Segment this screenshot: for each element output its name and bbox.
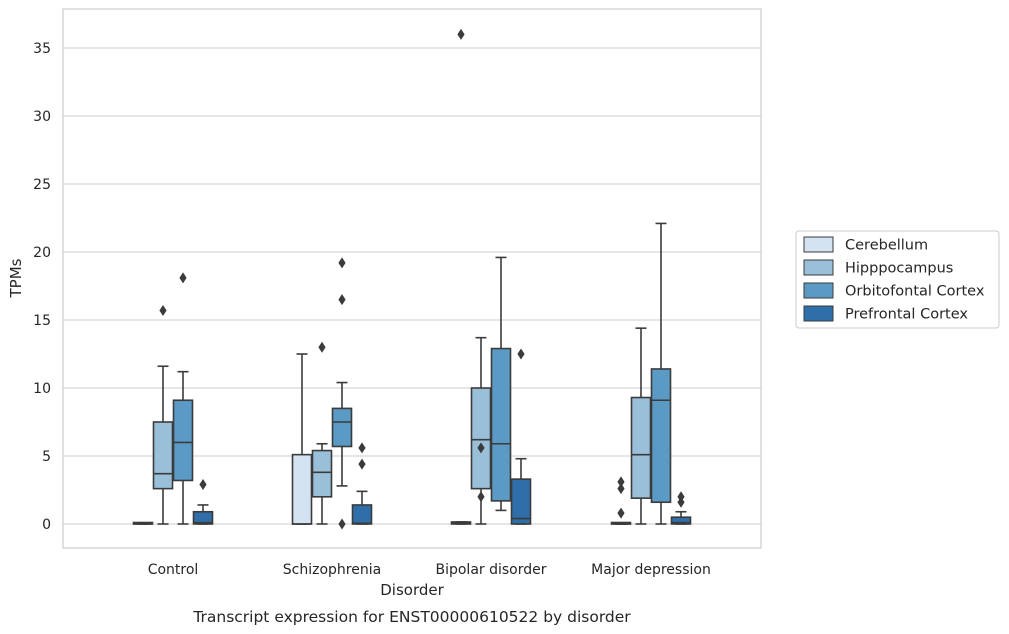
y-tick-label-10: 10 bbox=[33, 381, 51, 397]
box-3-2 bbox=[331, 257, 353, 530]
outlier-point bbox=[338, 518, 346, 530]
y-tick-label-20: 20 bbox=[33, 245, 51, 261]
box-plot-marks bbox=[132, 28, 692, 530]
outlier-point bbox=[617, 507, 625, 519]
box-2-4 bbox=[630, 327, 652, 525]
y-tick-label-25: 25 bbox=[33, 177, 51, 193]
plot-area-frame bbox=[62, 8, 762, 549]
outlier-point bbox=[517, 348, 525, 360]
outlier-point bbox=[358, 458, 366, 470]
outlier-point bbox=[477, 442, 485, 454]
outlier-point bbox=[617, 483, 625, 495]
x-tick-label-4: Major depression bbox=[591, 562, 711, 578]
outlier-point bbox=[199, 479, 207, 491]
outlier-point bbox=[358, 442, 366, 454]
box-3-4 bbox=[650, 222, 672, 525]
box-iqr bbox=[351, 504, 373, 525]
legend-swatch-4 bbox=[803, 305, 834, 322]
chart-caption: Transcript expression for ENST0000061052… bbox=[192, 608, 631, 626]
box-iqr bbox=[490, 347, 512, 502]
box-3-1 bbox=[172, 272, 194, 525]
x-tick-label-1: Control bbox=[148, 562, 199, 578]
legend-swatch-2 bbox=[803, 259, 834, 276]
box-iqr bbox=[311, 449, 333, 498]
box-iqr bbox=[470, 387, 492, 490]
box-iqr bbox=[650, 368, 672, 504]
box-4-1 bbox=[192, 479, 214, 525]
box-2-3 bbox=[470, 336, 492, 525]
legend-label-3: Orbitofontal Cortex bbox=[845, 284, 985, 300]
outlier-point bbox=[318, 341, 326, 353]
x-axis-title: Disorder bbox=[380, 581, 444, 599]
legend-frame bbox=[795, 230, 1000, 329]
box-iqr bbox=[670, 516, 692, 525]
box-1-2 bbox=[291, 353, 313, 525]
y-tick-label-30: 30 bbox=[33, 109, 51, 125]
box-2-1 bbox=[152, 304, 174, 525]
outlier-point bbox=[457, 28, 465, 40]
y-tick-label-0: 0 bbox=[42, 517, 51, 533]
outlier-point bbox=[159, 304, 167, 316]
box-iqr bbox=[510, 478, 532, 525]
y-axis-title: TPMs bbox=[7, 258, 25, 298]
legend-swatch-3 bbox=[803, 282, 834, 299]
box-4-4 bbox=[670, 491, 692, 525]
legend: Cerebellum Hipppocampus Orbitofontal Corte… bbox=[795, 230, 1000, 329]
box-iqr bbox=[192, 510, 214, 525]
x-tick-label-2: Schizophrenia bbox=[283, 562, 381, 578]
y-tick-label-35: 35 bbox=[33, 41, 51, 57]
box-2-2 bbox=[311, 341, 333, 525]
outlier-point bbox=[477, 491, 485, 503]
outlier-point bbox=[338, 257, 346, 269]
box-3-3 bbox=[490, 256, 512, 512]
box-1-1 bbox=[132, 521, 154, 525]
y-tick-label-5: 5 bbox=[42, 449, 51, 465]
outlier-point bbox=[338, 294, 346, 306]
legend-label-1: Cerebellum bbox=[845, 238, 928, 254]
box-iqr bbox=[331, 407, 353, 448]
box-iqr bbox=[291, 453, 313, 525]
box-iqr bbox=[172, 399, 194, 482]
box-4-3 bbox=[510, 348, 532, 525]
box-1-4 bbox=[610, 476, 632, 525]
box-1-3 bbox=[450, 28, 472, 525]
box-iqr bbox=[630, 396, 652, 499]
y-tick-label-15: 15 bbox=[33, 313, 51, 329]
legend-label-2: Hipppocampus bbox=[845, 261, 953, 277]
outlier-point bbox=[677, 491, 685, 503]
y-axis-ticks: 0 5 10 15 20 25 30 35 bbox=[33, 41, 51, 533]
outlier-point bbox=[179, 272, 187, 284]
box-iqr bbox=[152, 421, 174, 490]
outlier-point bbox=[617, 476, 625, 488]
x-axis-ticks: Control Schizophrenia Bipolar disorder Majo… bbox=[148, 562, 711, 578]
legend-swatch-1 bbox=[803, 236, 834, 253]
x-tick-label-3: Bipolar disorder bbox=[435, 562, 546, 578]
legend-label-4: Prefrontal Cortex bbox=[845, 307, 968, 323]
box-4-2 bbox=[351, 442, 373, 525]
